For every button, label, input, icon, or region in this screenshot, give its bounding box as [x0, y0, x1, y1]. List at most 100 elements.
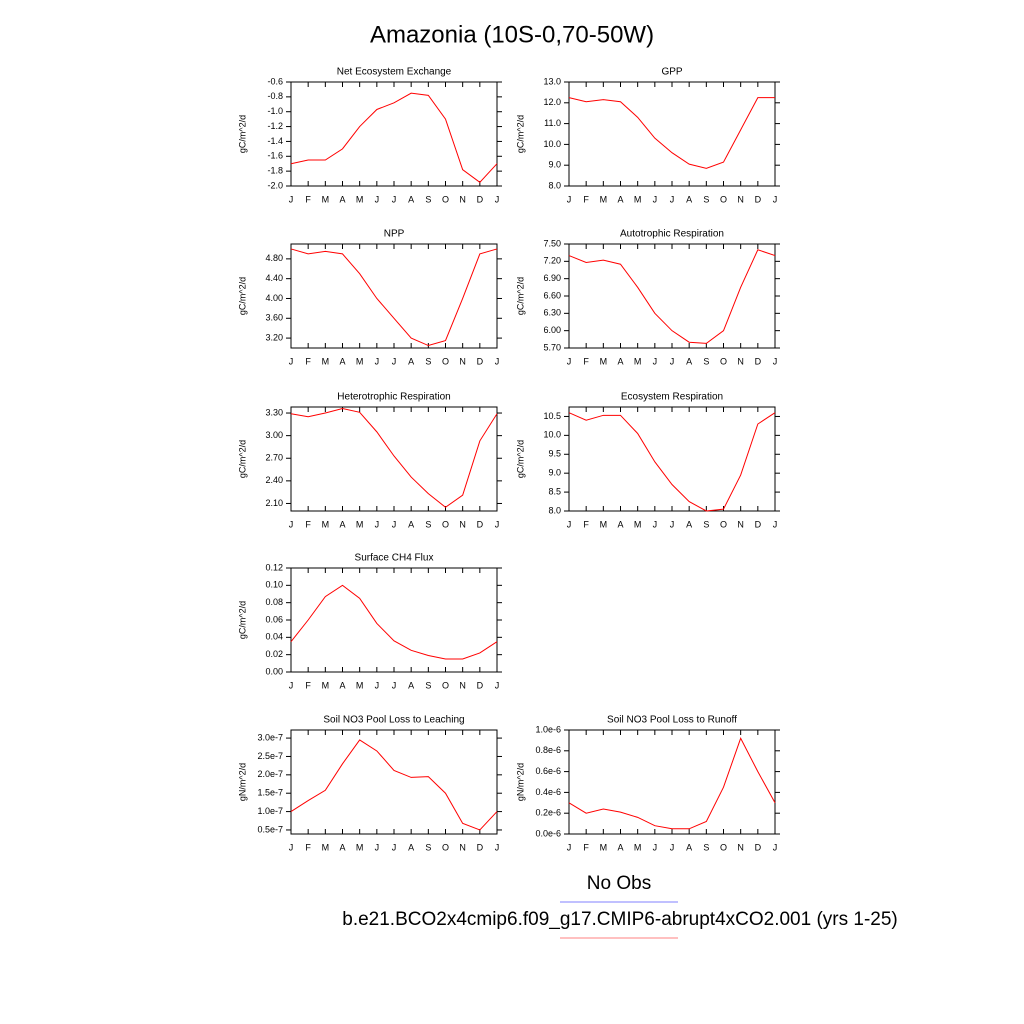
x-tick-label: O	[442, 680, 449, 690]
x-tick-label: M	[600, 842, 608, 852]
x-tick-label: J	[773, 519, 778, 529]
y-tick-label: 0.5e-7	[257, 824, 283, 834]
x-tick-label: M	[600, 194, 608, 204]
x-tick-label: N	[737, 519, 744, 529]
x-tick-label: A	[339, 356, 345, 366]
x-tick-label: F	[583, 842, 589, 852]
x-tick-label: A	[617, 356, 623, 366]
y-tick-label: -1.0	[267, 106, 283, 116]
x-tick-label: O	[720, 842, 727, 852]
x-tick-label: J	[289, 194, 294, 204]
y-tick-label: 0.02	[265, 649, 283, 659]
x-tick-label: J	[392, 519, 397, 529]
x-tick-label: J	[567, 519, 572, 529]
y-tick-label: 1.0e-7	[257, 806, 283, 816]
x-tick-label: S	[703, 842, 709, 852]
plot-frame	[290, 567, 498, 673]
y-tick-label: -1.4	[267, 136, 283, 146]
y-tick-label: 11.0	[544, 118, 561, 128]
y-tick-label: 3.60	[265, 313, 283, 323]
y-tick-label: -1.8	[267, 166, 283, 176]
data-line	[568, 412, 776, 512]
x-tick-label: A	[686, 842, 692, 852]
x-tick-label: A	[617, 194, 623, 204]
x-tick-label: O	[442, 194, 449, 204]
x-tick-label: J	[670, 194, 675, 204]
x-tick-label: F	[305, 680, 311, 690]
x-tick-label: J	[375, 356, 380, 366]
x-tick-label: J	[653, 842, 658, 852]
y-tick-label: 4.80	[265, 253, 283, 263]
x-tick-label: F	[583, 519, 589, 529]
plot-frame	[568, 406, 776, 512]
x-tick-label: M	[322, 680, 330, 690]
x-tick-label: M	[356, 842, 364, 852]
plot-frame	[290, 243, 498, 349]
x-tick-label: J	[392, 842, 397, 852]
x-tick-label: D	[477, 842, 484, 852]
y-axis-label: gN/m^2/d	[515, 763, 525, 801]
x-tick-label: J	[392, 680, 397, 690]
x-tick-label: M	[356, 194, 364, 204]
x-tick-label: J	[670, 842, 675, 852]
panel-title: Ecosystem Respiration	[621, 392, 723, 403]
x-tick-label: M	[322, 519, 330, 529]
x-tick-label: D	[477, 356, 484, 366]
y-tick-label: 0.12	[265, 562, 283, 572]
x-tick-label: N	[459, 680, 466, 690]
y-tick-label: 7.20	[543, 256, 561, 266]
y-tick-label: 9.0	[548, 160, 561, 170]
figure-title: Amazonia (10S-0,70-50W)	[370, 21, 654, 48]
x-tick-label: M	[356, 519, 364, 529]
plot-frame	[290, 81, 498, 187]
y-tick-label: 1.0e-6	[535, 724, 561, 734]
x-tick-label: A	[408, 680, 414, 690]
x-tick-label: A	[617, 842, 623, 852]
y-tick-label: 2.5e-7	[257, 751, 283, 761]
y-tick-label: -0.8	[267, 91, 283, 101]
y-tick-label: 1.5e-7	[257, 788, 283, 798]
panel-title: NPP	[384, 229, 405, 240]
y-tick-label: 6.90	[543, 273, 561, 283]
data-line	[568, 97, 775, 169]
x-tick-label: A	[686, 356, 692, 366]
x-tick-label: A	[686, 194, 692, 204]
y-tick-label: 7.50	[543, 238, 561, 248]
x-tick-label: N	[737, 842, 744, 852]
x-tick-label: F	[305, 519, 311, 529]
y-tick-label: 10.0	[543, 139, 561, 149]
x-tick-label: A	[339, 842, 345, 852]
x-tick-label: M	[634, 842, 642, 852]
y-tick-label: 0.4e-6	[535, 787, 561, 797]
y-tick-label: 10.0	[543, 430, 561, 440]
data-line	[290, 248, 498, 347]
x-tick-label: M	[634, 194, 642, 204]
plot-frame	[568, 243, 776, 349]
x-tick-label: J	[375, 842, 380, 852]
x-tick-label: F	[305, 356, 311, 366]
y-tick-label: 0.06	[265, 614, 283, 624]
x-tick-label: J	[375, 680, 380, 690]
x-tick-label: N	[459, 356, 466, 366]
data-line	[290, 584, 498, 660]
y-axis-label: gC/m^2/d	[237, 601, 247, 639]
x-tick-label: F	[305, 194, 311, 204]
x-tick-label: M	[322, 194, 330, 204]
legend-label: b.e21.BCO2x4cmip6.f09_g17.CMIP6-abrupt4x…	[342, 909, 898, 930]
legend-label: No Obs	[587, 873, 651, 894]
x-tick-label: S	[703, 519, 709, 529]
x-tick-label: D	[755, 842, 762, 852]
y-tick-label: 3.20	[265, 332, 283, 342]
x-tick-label: J	[495, 356, 500, 366]
plot-frame	[290, 406, 498, 512]
x-tick-label: J	[375, 519, 380, 529]
x-tick-label: M	[356, 680, 364, 690]
y-tick-label: -1.2	[267, 121, 283, 131]
y-tick-label: 6.30	[543, 308, 561, 318]
x-tick-label: J	[567, 356, 572, 366]
x-tick-label: S	[425, 356, 431, 366]
y-axis-label: gC/m^2/d	[515, 115, 525, 153]
y-tick-label: 9.0	[548, 468, 561, 478]
x-tick-label: J	[289, 356, 294, 366]
y-tick-label: -0.6	[267, 76, 283, 86]
